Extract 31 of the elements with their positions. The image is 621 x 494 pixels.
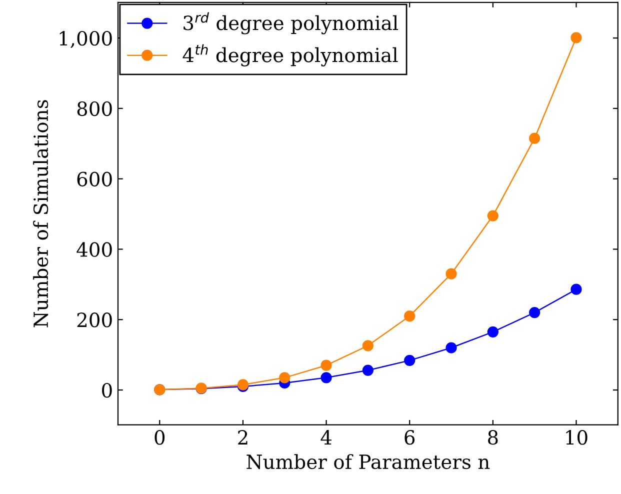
point bbox=[362, 340, 374, 352]
point bbox=[404, 310, 416, 322]
y-tick-label: 200 bbox=[77, 312, 112, 328]
point bbox=[529, 132, 540, 144]
point bbox=[446, 342, 457, 354]
point bbox=[362, 364, 374, 376]
point bbox=[529, 307, 540, 318]
x-tick-label: 8 bbox=[488, 430, 498, 445]
point bbox=[404, 354, 416, 366]
point bbox=[487, 210, 498, 222]
y-tick-label: 800 bbox=[77, 101, 112, 116]
point bbox=[279, 372, 290, 384]
x-tick-label: 0 bbox=[154, 430, 165, 445]
y-tick-label: 600 bbox=[77, 172, 112, 186]
legend-label: 4$^{th}$ degree polynomial bbox=[182, 44, 398, 66]
point bbox=[320, 372, 332, 384]
point bbox=[446, 268, 457, 280]
x-tick-label: 2 bbox=[238, 430, 248, 444]
y-tick-label: 0 bbox=[102, 382, 112, 398]
x-tick-label: 4 bbox=[320, 430, 332, 444]
y-axis-title: Number of Simulations bbox=[33, 100, 48, 328]
x-axis-title: Number of Parameters n bbox=[246, 454, 490, 470]
legend-label: 3$^{rd}$ degree polynomial bbox=[184, 12, 398, 34]
point bbox=[570, 32, 582, 44]
point bbox=[320, 360, 332, 371]
x-tick-label: 10 bbox=[566, 430, 588, 445]
y-tick-label: 1,000 bbox=[60, 30, 112, 48]
y-tick-label: 400 bbox=[76, 242, 112, 257]
point bbox=[570, 284, 582, 295]
x-tick-label: 6 bbox=[404, 430, 415, 445]
point bbox=[487, 326, 498, 338]
